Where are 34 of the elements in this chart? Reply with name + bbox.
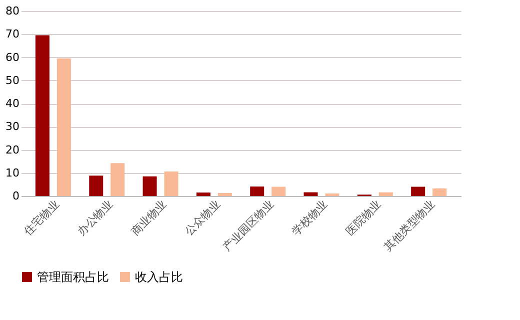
bar (142, 176, 157, 196)
bar (89, 176, 104, 196)
bar (250, 186, 264, 196)
bar (325, 193, 340, 196)
x-tick-label: 公众物业 (182, 198, 223, 238)
bar (164, 171, 178, 196)
legend-label: 收入占比 (135, 270, 183, 284)
y-tick-label: 0 (12, 190, 20, 202)
bar (432, 188, 447, 196)
bar (378, 192, 393, 196)
x-tick-label: 其他类型物业 (381, 198, 438, 254)
x-tick-label: 产业园区物业 (220, 198, 276, 254)
x-tick-label: 医院物业 (343, 198, 384, 238)
y-tick-label: 20 (6, 143, 20, 156)
x-tick-label: 商业物业 (128, 198, 169, 238)
bar (196, 192, 210, 196)
x-tick-label: 住宅物业 (21, 198, 62, 238)
bar (110, 163, 125, 196)
bar (56, 58, 71, 196)
bar (304, 192, 318, 196)
x-tick-label: 学校物业 (290, 198, 330, 238)
legend-label: 管理面积占比 (37, 270, 109, 284)
y-tick-label: 30 (6, 120, 20, 134)
bar (272, 186, 286, 196)
bar (218, 192, 232, 196)
y-tick-label: 40 (6, 97, 20, 110)
bar (411, 186, 426, 196)
y-tick-label: 80 (6, 4, 20, 18)
y-tick-label: 50 (6, 74, 20, 87)
x-tick-label: 办公物业 (75, 198, 116, 238)
y-tick-label: 10 (6, 166, 20, 180)
y-tick-label: 70 (6, 28, 20, 41)
y-tick-label: 60 (6, 50, 20, 64)
bar (35, 35, 50, 196)
